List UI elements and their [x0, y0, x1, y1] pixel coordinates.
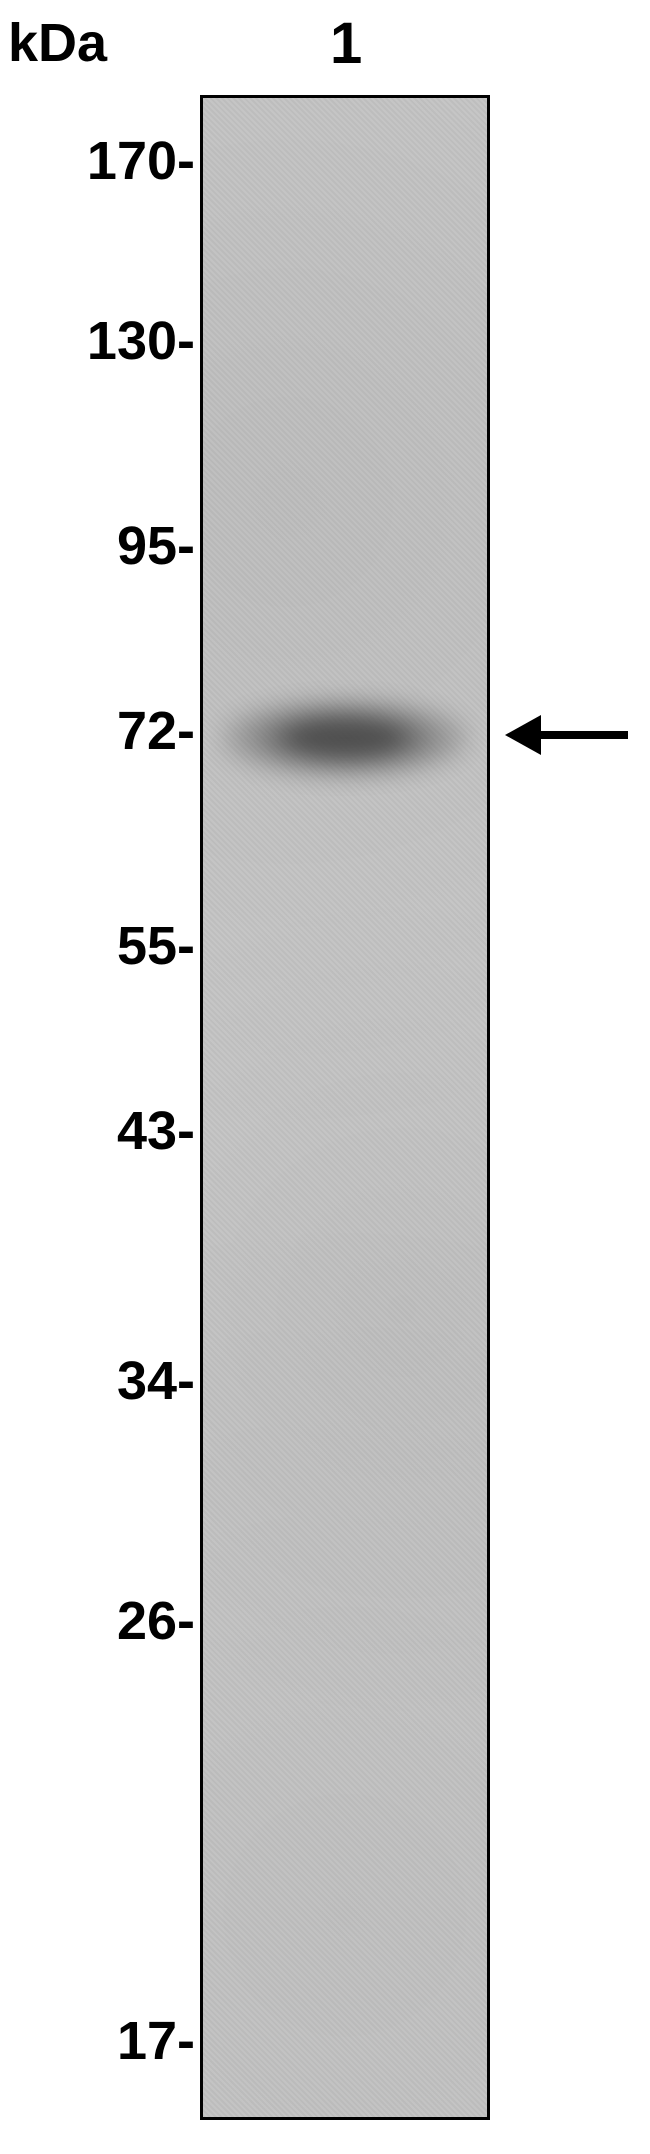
mw-label-95: 95- [25, 515, 195, 577]
axis-unit-label: kDa [8, 12, 107, 74]
mw-label-72: 72- [25, 700, 195, 762]
lane-noise [203, 98, 487, 2117]
mw-label-170: 170- [25, 130, 195, 192]
blot-figure: kDa 170- 130- 95- 72- 55- 43- 34- 26- 17- 1 [0, 0, 650, 2154]
arrow-head-icon [505, 715, 541, 755]
arrow-shaft [537, 731, 628, 739]
mw-label-26: 26- [25, 1590, 195, 1652]
band-1-1 [220, 693, 470, 783]
mw-label-43: 43- [25, 1100, 195, 1162]
mw-label-55: 55- [25, 915, 195, 977]
mw-label-34: 34- [25, 1350, 195, 1412]
lane-1 [200, 95, 490, 2120]
mw-label-17: 17- [25, 2010, 195, 2072]
lane-label-1: 1 [330, 10, 362, 77]
mw-label-130: 130- [25, 310, 195, 372]
